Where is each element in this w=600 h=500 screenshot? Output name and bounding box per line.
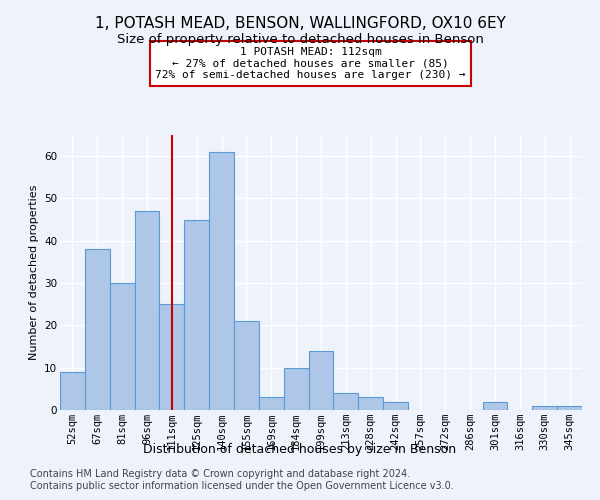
Text: 1 POTASH MEAD: 112sqm
← 27% of detached houses are smaller (85)
72% of semi-deta: 1 POTASH MEAD: 112sqm ← 27% of detached … — [155, 47, 466, 80]
Bar — [184, 220, 209, 410]
Bar — [334, 393, 358, 410]
Bar — [160, 304, 184, 410]
Bar — [259, 398, 284, 410]
Bar — [358, 398, 383, 410]
Bar — [284, 368, 308, 410]
Bar — [482, 402, 508, 410]
Bar — [234, 321, 259, 410]
Bar — [209, 152, 234, 410]
Bar — [85, 249, 110, 410]
Text: Contains public sector information licensed under the Open Government Licence v3: Contains public sector information licen… — [30, 481, 454, 491]
Text: Size of property relative to detached houses in Benson: Size of property relative to detached ho… — [116, 32, 484, 46]
Bar — [557, 406, 582, 410]
Text: Contains HM Land Registry data © Crown copyright and database right 2024.: Contains HM Land Registry data © Crown c… — [30, 469, 410, 479]
Text: 1, POTASH MEAD, BENSON, WALLINGFORD, OX10 6EY: 1, POTASH MEAD, BENSON, WALLINGFORD, OX1… — [95, 16, 505, 31]
Bar — [134, 211, 160, 410]
Bar — [532, 406, 557, 410]
Y-axis label: Number of detached properties: Number of detached properties — [29, 185, 38, 360]
Bar — [110, 283, 134, 410]
Bar — [308, 351, 334, 410]
Bar — [60, 372, 85, 410]
Text: Distribution of detached houses by size in Benson: Distribution of detached houses by size … — [143, 442, 457, 456]
Bar — [383, 402, 408, 410]
